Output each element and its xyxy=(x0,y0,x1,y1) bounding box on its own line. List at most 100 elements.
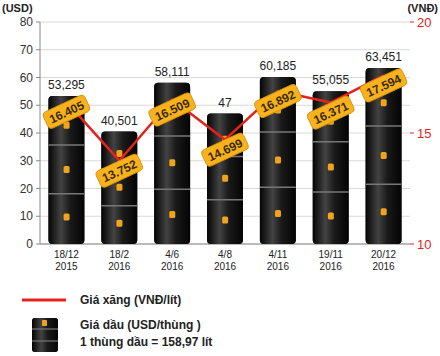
x-tick-label: 4/62016 xyxy=(161,249,184,272)
barrel-logo xyxy=(169,211,175,218)
line-label: 16.509 xyxy=(153,96,192,124)
bar xyxy=(207,114,243,244)
bar-label: 53,295 xyxy=(48,78,85,92)
barrel-logo xyxy=(222,217,228,224)
x-tick-label-line: 18/2 xyxy=(110,249,130,260)
barrel-logo xyxy=(116,220,122,227)
chart: 01020304050607080101520(USD)(VNĐ)18/1220… xyxy=(0,0,440,356)
x-tick-label-line: 20/12 xyxy=(371,249,396,260)
legend-swatch xyxy=(32,318,58,352)
line-label-box xyxy=(42,94,91,130)
x-tick-label-line: 2016 xyxy=(372,261,395,272)
barrel-rib xyxy=(313,191,349,193)
y2-tick-label: 20 xyxy=(417,15,431,30)
y-tick xyxy=(36,160,40,161)
x-tick-label-line: 18/12 xyxy=(54,249,79,260)
barrel-logo xyxy=(222,175,228,182)
line-label: 16.405 xyxy=(47,98,86,126)
x-tick-label-line: 19/11 xyxy=(319,249,344,260)
bar-label: 63,451 xyxy=(365,50,402,64)
y-tick-label: 70 xyxy=(20,43,34,57)
line-label: 16.371 xyxy=(311,99,350,127)
barrel-logo xyxy=(381,152,387,159)
line-label-box xyxy=(253,83,302,119)
x-tick-label-line: 4/11 xyxy=(268,249,287,260)
y-tick-label: 80 xyxy=(20,15,34,29)
legend-logo xyxy=(42,320,47,326)
line-label-group: 13.752 xyxy=(95,153,144,189)
barrel-logo xyxy=(275,210,281,217)
y-tick-label: 60 xyxy=(20,71,34,85)
y-tick-label: 50 xyxy=(20,98,34,112)
line-label: 13.752 xyxy=(100,157,139,185)
y2-tick xyxy=(410,133,414,134)
note: 1 thùng dầu = 158,97 lít xyxy=(80,335,212,349)
barrel-logo xyxy=(64,166,70,173)
x-tick-label-line: 2016 xyxy=(108,261,131,272)
line-label-box xyxy=(200,132,249,168)
barrel-rib xyxy=(154,135,190,137)
data-labels: 53,29540,50158,1114760,18555,05563,45116… xyxy=(42,50,408,189)
grid-line xyxy=(40,77,410,78)
line-label-group: 14.699 xyxy=(200,132,249,168)
y-axis xyxy=(40,22,41,244)
x-tick-label-line: 2016 xyxy=(320,261,343,272)
y2-tick-label: 15 xyxy=(417,126,431,141)
line-label-group: 17.594 xyxy=(359,68,408,104)
x-tick-label-line: 2016 xyxy=(214,261,237,272)
y-tick xyxy=(36,105,40,106)
line-label-group: 16.892 xyxy=(253,83,302,119)
line-label: 17.594 xyxy=(364,72,403,100)
x-tick-label: 18/122015 xyxy=(54,249,79,272)
barrel-rib xyxy=(260,131,296,133)
line-label-group: 16.509 xyxy=(147,92,196,128)
legend: Giá xăng (VNĐ/lít)Giá dầu (USD/thùng )1 … xyxy=(22,293,212,352)
y-tick xyxy=(36,49,40,50)
y-tick-label: 0 xyxy=(26,237,33,251)
x-tick-label-line: 4/6 xyxy=(165,249,179,260)
y-tick xyxy=(36,188,40,189)
legend-swatch-shade xyxy=(32,318,58,352)
barrel-rib xyxy=(48,144,84,146)
x-tick-label-line: 2016 xyxy=(267,261,290,272)
legend-line xyxy=(22,299,66,302)
line-label-box xyxy=(147,92,196,128)
y-tick-label: 20 xyxy=(20,182,34,196)
barrel-rib xyxy=(48,193,84,195)
x-tick-label: 20/122016 xyxy=(371,249,396,272)
bar-label: 40,501 xyxy=(101,114,138,128)
plot-area xyxy=(48,68,401,244)
legend-label: Giá xăng (VNĐ/lít) xyxy=(80,293,181,307)
barrel-logo xyxy=(116,150,122,157)
legend-rib xyxy=(32,328,58,329)
bar-label: 58,111 xyxy=(155,65,190,79)
barrel-logo xyxy=(169,159,175,166)
barrel-rib xyxy=(101,205,137,207)
x-tick-label: 18/22016 xyxy=(108,249,131,272)
barrel-rib xyxy=(366,125,402,127)
y-tick xyxy=(36,22,40,23)
x-tick-label-line: 4/8 xyxy=(218,249,232,260)
x-tick-label: 4/112016 xyxy=(267,249,290,272)
line-label-box xyxy=(306,95,355,131)
x-tick-label-line: 2015 xyxy=(55,261,78,272)
bar-label: 55,055 xyxy=(312,73,349,87)
barrel-rib xyxy=(366,183,402,185)
legend-barrel xyxy=(32,318,58,352)
y-tick-label: 30 xyxy=(20,154,34,168)
barrel-logo xyxy=(275,156,281,163)
y2-tick xyxy=(410,244,414,245)
line-label-group: 16.371 xyxy=(306,95,355,131)
barrel xyxy=(207,114,243,244)
bar-label: 47 xyxy=(218,96,232,110)
barrel-logo xyxy=(328,213,334,220)
line-label: 16.892 xyxy=(258,87,297,115)
barrel-rib xyxy=(154,188,190,190)
barrel-logo xyxy=(64,213,70,220)
barrel-logo xyxy=(328,164,334,171)
y2-axis-title: (VNĐ) xyxy=(407,2,438,14)
barrel-rib xyxy=(313,141,349,143)
line-label-box xyxy=(95,153,144,189)
barrel-rib xyxy=(207,199,243,201)
y2-tick-label: 10 xyxy=(417,237,431,252)
